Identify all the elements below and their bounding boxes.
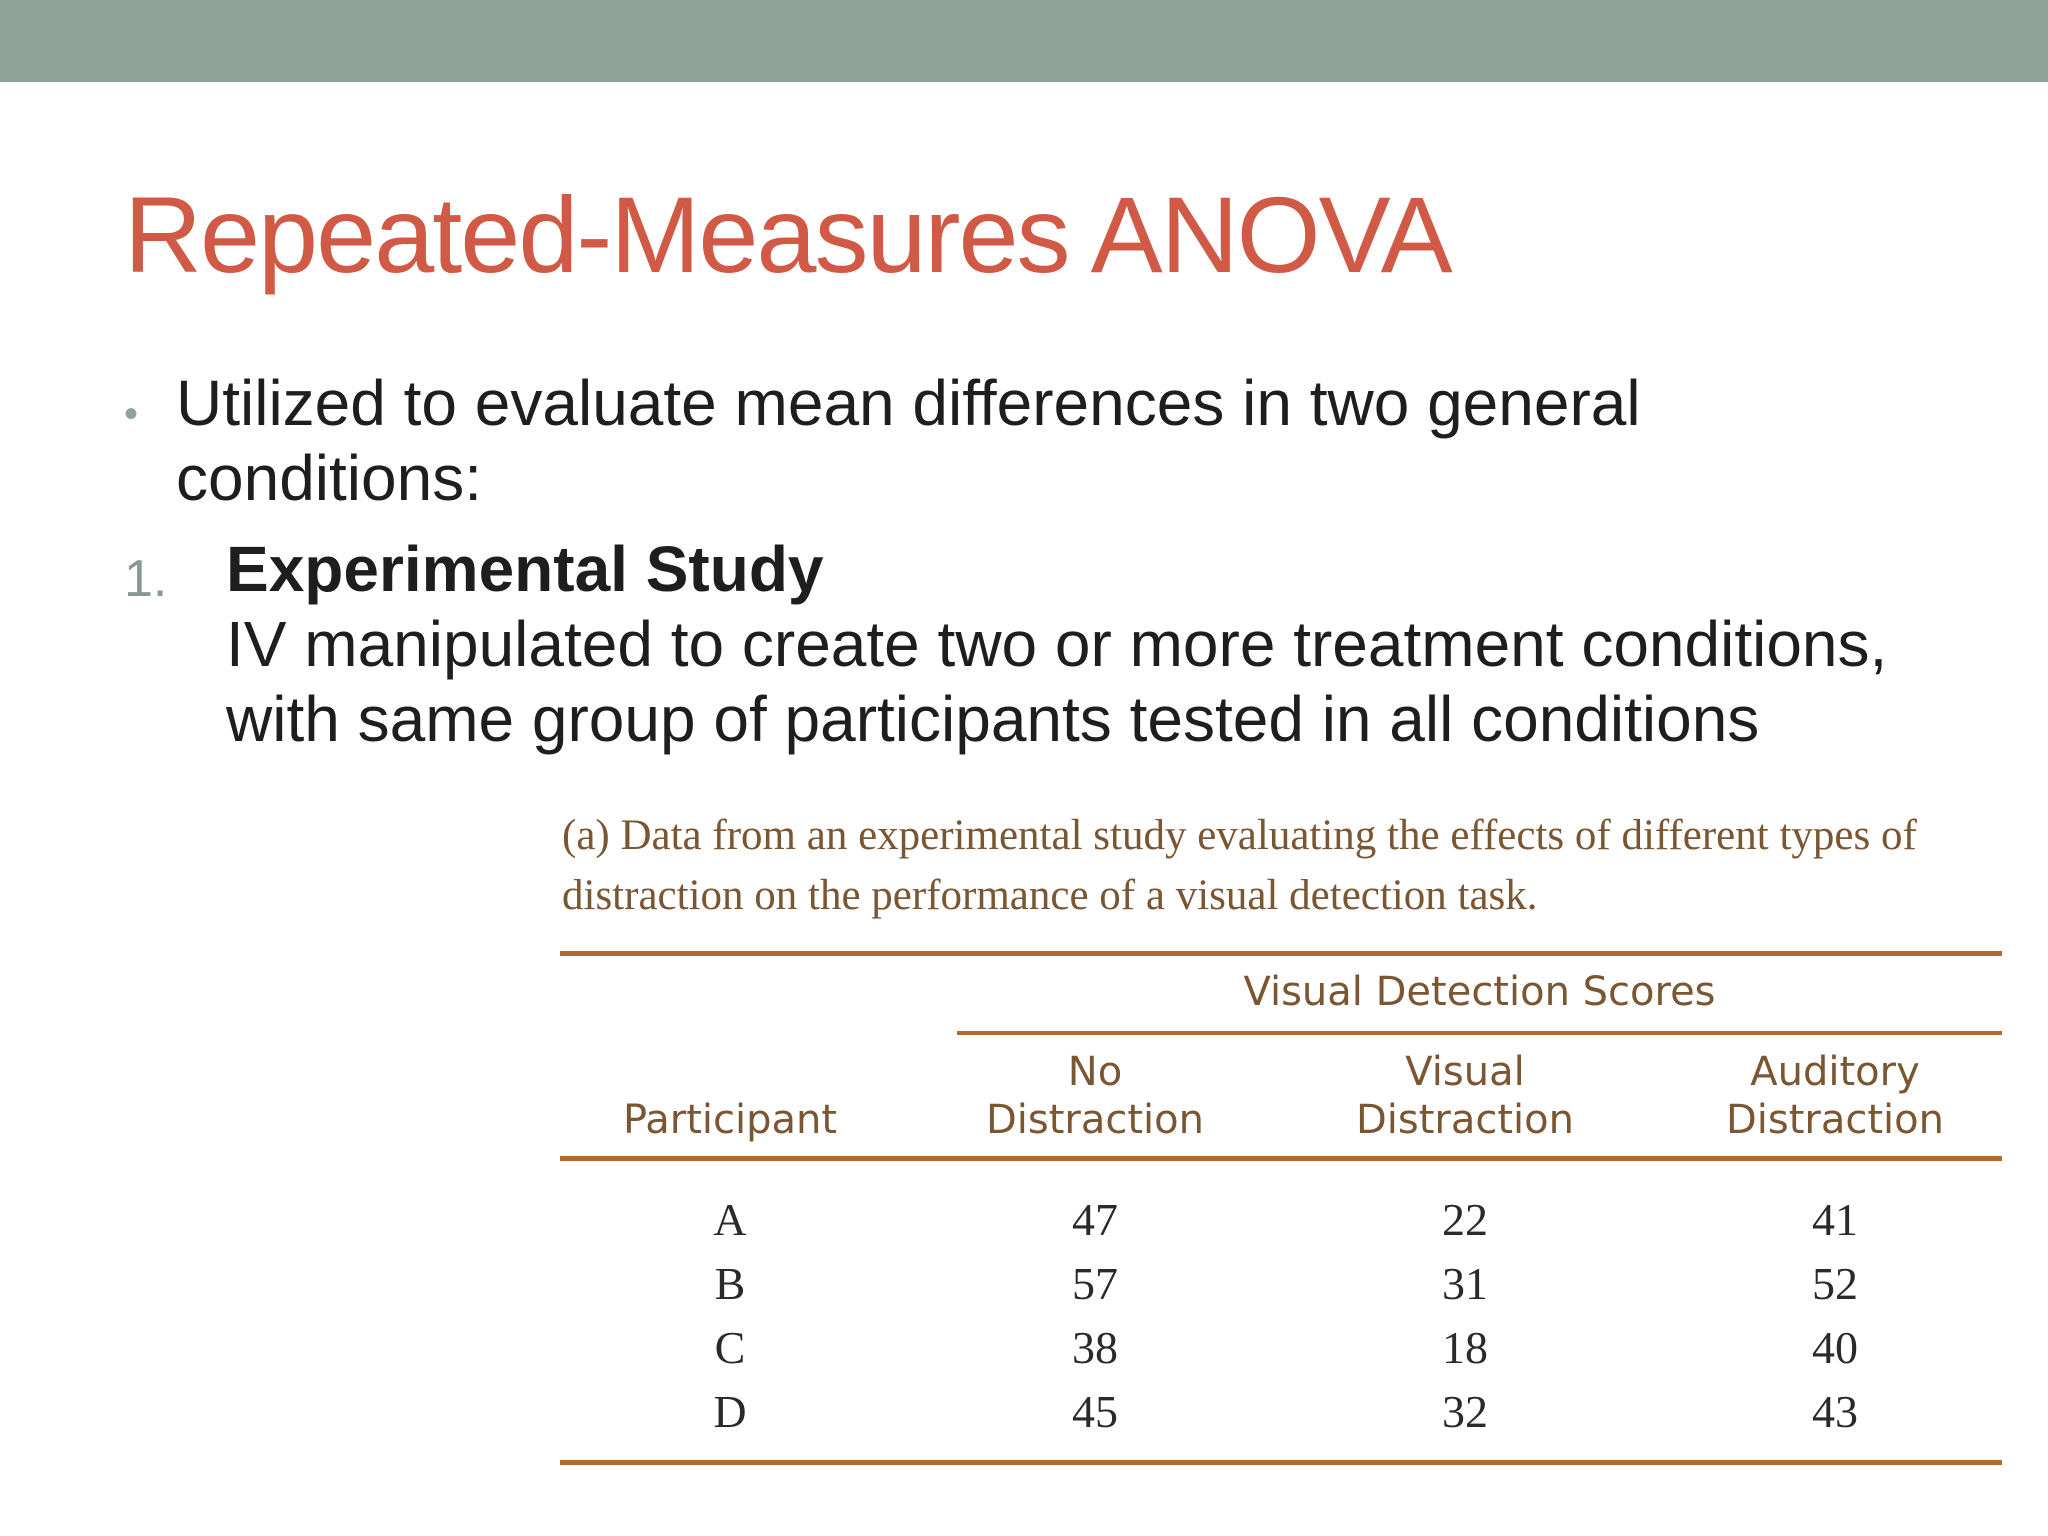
table-cell: 32 <box>1442 1386 1488 1437</box>
table-cell-participant: A <box>713 1194 747 1245</box>
table-cell-participant: C <box>714 1322 746 1373</box>
column-header-line: Distraction <box>1355 1097 1574 1143</box>
table-bottom-rule <box>560 1460 2002 1465</box>
table-cell: 18 <box>1442 1322 1488 1373</box>
table-caption: (a) Data from an experimental study eval… <box>562 812 1917 919</box>
table-header-rule <box>560 1156 2002 1161</box>
table-cell: 38 <box>1072 1322 1118 1373</box>
table-cell: 31 <box>1442 1258 1488 1309</box>
table-group-header: Visual Detection Scores <box>1243 969 1716 1015</box>
table-body: A 47 22 41 B 57 31 52 C 38 18 40 D 45 32… <box>560 1188 2002 1444</box>
column-header-participant: Participant <box>560 1096 900 1144</box>
numbered-body: IV manipulated to create two or more tre… <box>226 608 1888 755</box>
table-cell: 40 <box>1812 1322 1858 1373</box>
slide-title: Repeated-Measures ANOVA <box>124 174 1453 295</box>
table-cell-participant: B <box>714 1258 746 1309</box>
table-cell: 52 <box>1812 1258 1858 1309</box>
table-cell: 47 <box>1072 1194 1118 1245</box>
numbered-marker: 1. <box>124 550 168 608</box>
table-cell-participant: D <box>713 1386 747 1437</box>
bullet-text: Utilized to evaluate mean differences in… <box>176 367 1641 514</box>
table-group-rule <box>957 1031 2002 1035</box>
column-header-line: Visual <box>1405 1049 1525 1095</box>
table-top-rule <box>560 951 2002 956</box>
table-cell: 45 <box>1072 1386 1118 1437</box>
table-row: A 47 22 41 <box>560 1188 2002 1252</box>
numbered-heading: Experimental Study <box>226 533 824 605</box>
bullet-dot-icon: • <box>124 392 139 436</box>
table-cell: 22 <box>1442 1194 1488 1245</box>
column-header-line: Distraction <box>985 1097 1204 1143</box>
column-header-line: Participant <box>622 1097 838 1143</box>
table-row: C 38 18 40 <box>560 1316 2002 1380</box>
table-cell: 41 <box>1812 1194 1858 1245</box>
table-cell: 43 <box>1812 1386 1858 1437</box>
top-accent-bar <box>0 0 2048 82</box>
column-header-line: Distraction <box>1725 1097 1944 1143</box>
column-header-visual-distraction: Visual Distraction <box>1295 1048 1635 1144</box>
table-row: D 45 32 43 <box>560 1380 2002 1444</box>
column-header-no-distraction: No Distraction <box>925 1048 1265 1144</box>
table-cell: 57 <box>1072 1258 1118 1309</box>
column-header-line: No <box>1067 1049 1123 1095</box>
table-row: B 57 31 52 <box>560 1252 2002 1316</box>
column-header-line: Auditory <box>1750 1049 1920 1095</box>
column-header-auditory-distraction: Auditory Distraction <box>1665 1048 2005 1144</box>
